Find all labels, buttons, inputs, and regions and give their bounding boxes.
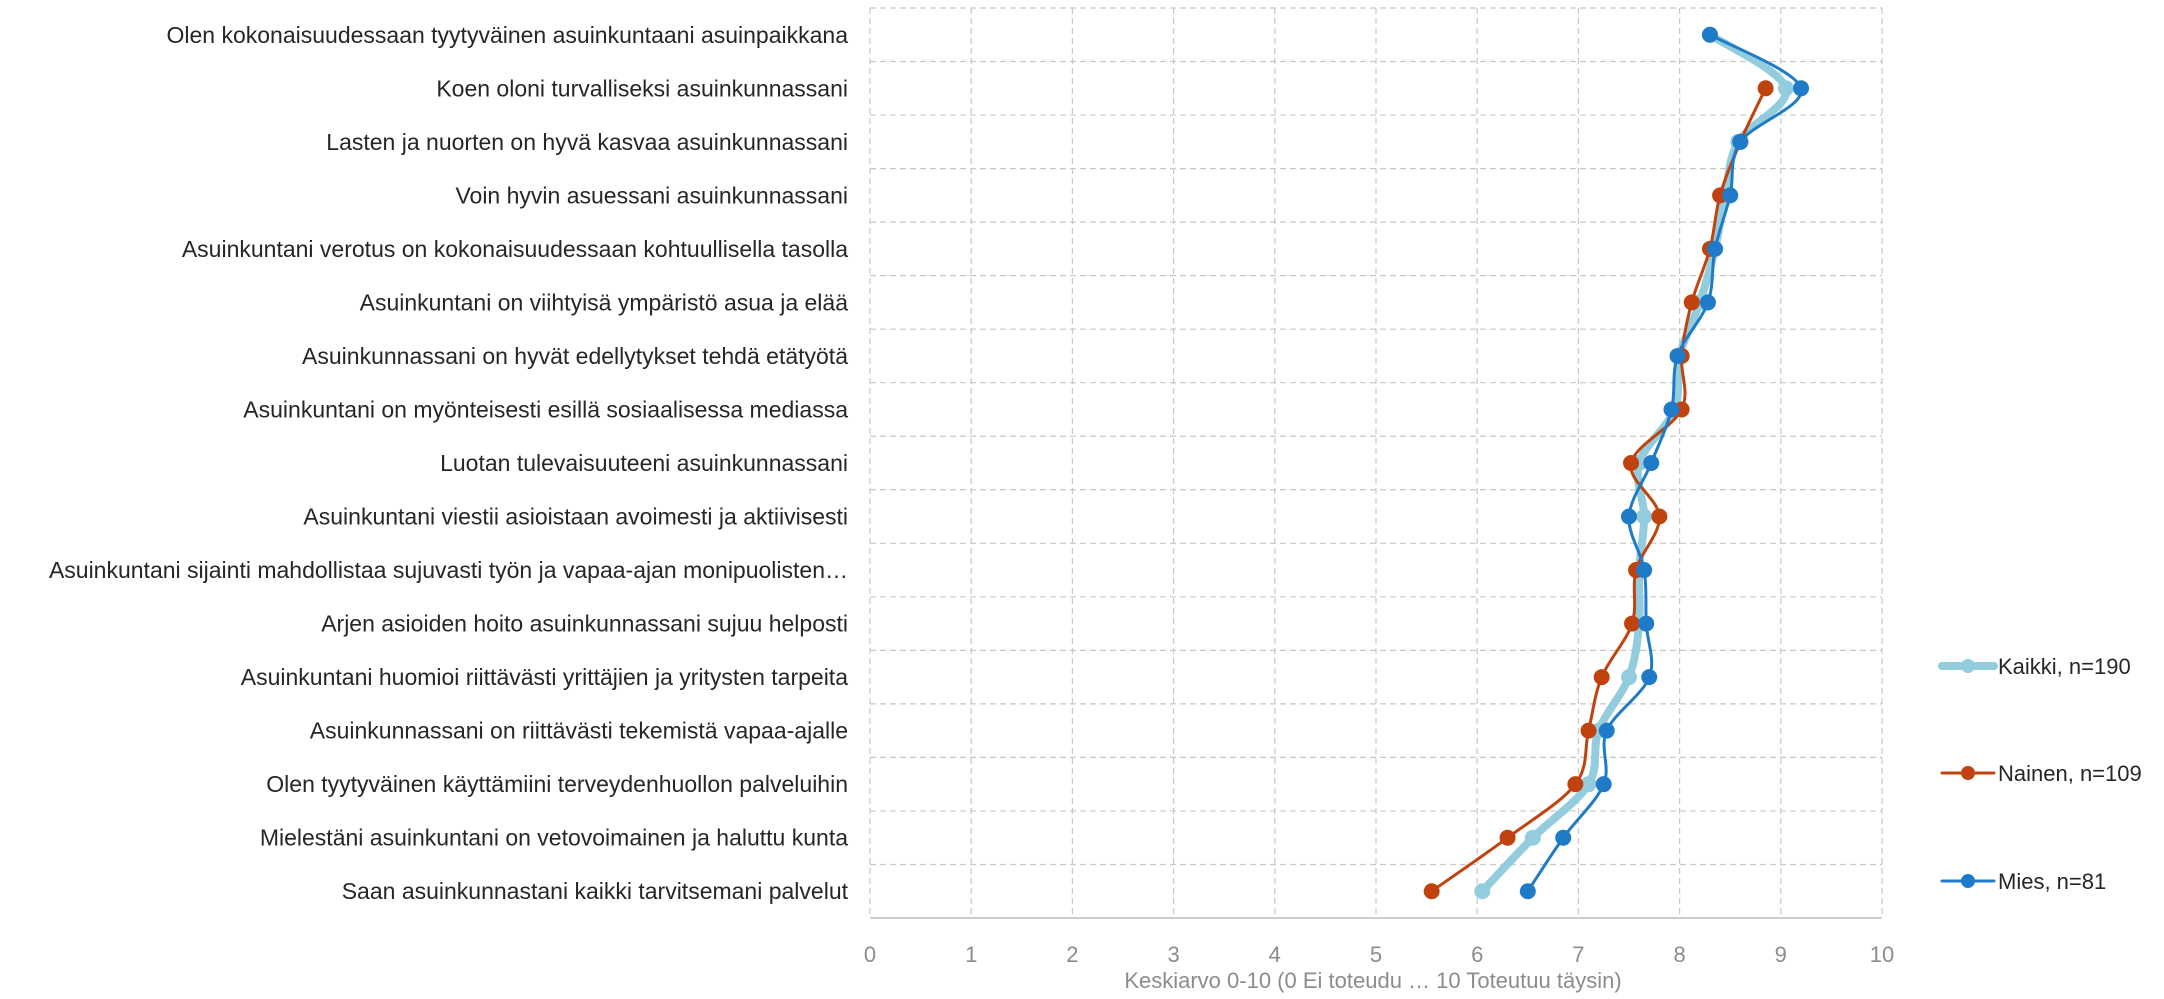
x-tick-label: 8 bbox=[1673, 942, 1685, 967]
data-point bbox=[1701, 26, 1718, 43]
category-label: Olen kokonaisuudessaan tyytyväinen asuin… bbox=[166, 22, 848, 48]
data-point bbox=[1555, 829, 1572, 846]
data-point bbox=[1595, 776, 1612, 793]
data-point bbox=[1707, 240, 1724, 257]
data-point bbox=[1732, 133, 1749, 150]
category-label: Asuinkuntani verotus on kokonaisuudessaa… bbox=[182, 236, 848, 262]
data-point bbox=[1624, 615, 1641, 632]
category-label: Luotan tulevaisuuteeni asuinkunnassani bbox=[440, 450, 848, 476]
data-point bbox=[1651, 508, 1668, 525]
data-point bbox=[1793, 80, 1810, 97]
data-point bbox=[1663, 401, 1680, 418]
legend-item: Nainen, n=109 bbox=[1940, 761, 2142, 786]
data-point bbox=[1777, 80, 1794, 97]
legend-label: Nainen, n=109 bbox=[1998, 761, 2142, 786]
data-point bbox=[1474, 883, 1491, 900]
legend: Kaikki, n=190 Nainen, n=109 Mies, n=81 bbox=[1938, 654, 2142, 894]
category-label: Saan asuinkunnastani kaikki tarvitsemani… bbox=[342, 878, 849, 904]
category-labels: Olen kokonaisuudessaan tyytyväinen asuin… bbox=[49, 22, 849, 904]
x-tick-label: 9 bbox=[1775, 942, 1787, 967]
legend-item: Kaikki, n=190 bbox=[1938, 654, 2131, 679]
data-point bbox=[1636, 508, 1653, 525]
data-point bbox=[1524, 829, 1541, 846]
data-point bbox=[1643, 455, 1660, 471]
data-point bbox=[1519, 883, 1536, 900]
x-tick-label: 5 bbox=[1370, 942, 1382, 967]
data-point bbox=[1580, 722, 1597, 739]
data-point bbox=[1423, 883, 1440, 900]
x-tick-labels: 0 1 2 3 4 5 6 7 8 9 10 bbox=[864, 942, 1894, 967]
legend-marker bbox=[1961, 874, 1975, 888]
data-point bbox=[1598, 722, 1615, 739]
category-label: Lasten ja nuorten on hyvä kasvaa asuinku… bbox=[326, 129, 848, 155]
data-point bbox=[1567, 776, 1584, 793]
data-point bbox=[1636, 562, 1653, 579]
category-label: Asuinkuntani on viihtyisä ympäristö asua… bbox=[360, 289, 849, 315]
category-label: Olen tyytyväinen käyttämiini terveydenhu… bbox=[266, 771, 848, 797]
data-point bbox=[1757, 80, 1774, 97]
data-point bbox=[1722, 187, 1739, 204]
series-lines bbox=[1423, 26, 1810, 900]
category-label: Asuinkuntani huomioi riittävästi yrittäj… bbox=[241, 664, 848, 690]
category-label: Arjen asioiden hoito asuinkunnassani suj… bbox=[321, 611, 848, 637]
x-tick-label: 3 bbox=[1167, 942, 1179, 967]
data-point bbox=[1683, 294, 1700, 311]
grid bbox=[869, 7, 1883, 919]
series-2 bbox=[1519, 26, 1810, 900]
category-label: Mielestäni asuinkuntani on vetovoimainen… bbox=[260, 825, 848, 851]
x-axis-title: Keskiarvo 0-10 (0 Ei toteudu … 10 Toteut… bbox=[1124, 968, 1621, 993]
legend-item: Mies, n=81 bbox=[1940, 869, 2106, 894]
x-tick-label: 7 bbox=[1572, 942, 1584, 967]
data-point bbox=[1699, 294, 1716, 311]
legend-label: Mies, n=81 bbox=[1998, 869, 2106, 894]
legend-label: Kaikki, n=190 bbox=[1998, 654, 2131, 679]
data-point bbox=[1621, 669, 1637, 686]
data-point bbox=[1638, 615, 1655, 632]
x-tick-label: 2 bbox=[1066, 942, 1078, 967]
category-label: Koen oloni turvalliseksi asuinkunnassani bbox=[436, 75, 848, 101]
x-tick-label: 0 bbox=[864, 942, 876, 967]
data-point bbox=[1499, 829, 1516, 846]
x-tick-label: 10 bbox=[1870, 942, 1894, 967]
legend-marker bbox=[1961, 766, 1975, 780]
x-tick-label: 1 bbox=[965, 942, 977, 967]
category-label: Asuinkuntani viestii asioistaan avoimest… bbox=[303, 504, 848, 530]
category-label: Asuinkuntani sijainti mahdollistaa sujuv… bbox=[49, 557, 848, 583]
data-point bbox=[1580, 776, 1597, 793]
category-label: Asuinkunnassani on hyvät edellytykset te… bbox=[302, 343, 848, 369]
data-point bbox=[1621, 508, 1637, 525]
series-line bbox=[1526, 33, 1803, 893]
x-tick-label: 4 bbox=[1269, 942, 1281, 967]
data-point bbox=[1641, 669, 1658, 686]
category-label: Asuinkuntani on myönteisesti esillä sosi… bbox=[243, 396, 848, 422]
data-point bbox=[1669, 347, 1686, 364]
data-point bbox=[1623, 455, 1640, 471]
x-tick-label: 6 bbox=[1471, 942, 1483, 967]
category-label: Asuinkunnassani on riittävästi tekemistä… bbox=[310, 718, 848, 744]
category-label: Voin hyvin asuessani asuinkunnassani bbox=[455, 182, 848, 208]
legend-marker bbox=[1961, 659, 1975, 673]
data-point bbox=[1593, 669, 1610, 686]
